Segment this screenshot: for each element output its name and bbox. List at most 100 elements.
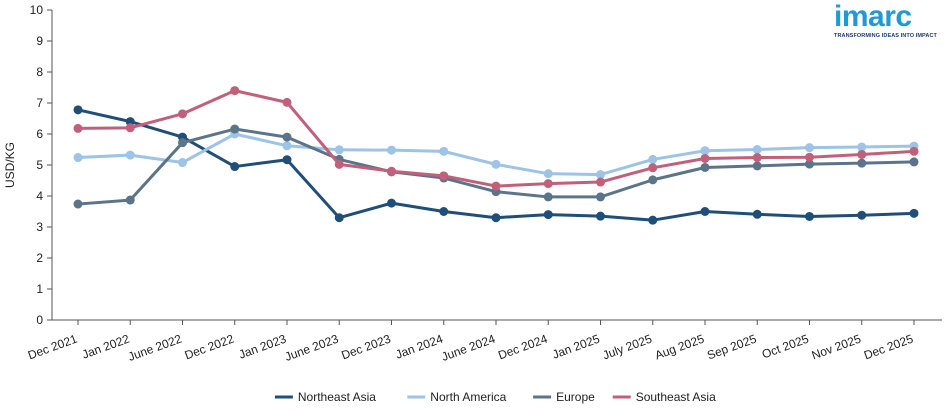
data-point	[700, 162, 710, 172]
data-point	[648, 175, 658, 185]
data-point	[596, 170, 605, 180]
data-point	[543, 192, 553, 202]
x-tick-label: June 2024	[440, 332, 498, 364]
data-point	[857, 142, 867, 152]
data-point	[230, 162, 240, 172]
legend-label: North America	[430, 390, 506, 404]
x-tick-label: Dec 2025	[862, 332, 915, 363]
legend-item: North America	[407, 390, 507, 404]
logo-tagline: TRANSFORMING IDEAS INTO IMPACT	[834, 33, 938, 39]
series-southeast-asia	[73, 86, 919, 191]
data-point	[230, 124, 240, 134]
data-point	[282, 97, 292, 107]
data-point	[596, 177, 605, 187]
y-tick-label: 7	[36, 96, 43, 110]
logo-wordmark: imarc	[834, 0, 912, 33]
x-tick-label: Jan 2022	[80, 332, 131, 362]
data-point	[73, 123, 83, 133]
legend-item: Europe	[533, 390, 595, 404]
series-north-america	[73, 129, 919, 180]
data-point	[700, 153, 710, 163]
data-point	[596, 211, 605, 221]
data-point	[334, 159, 344, 169]
data-point	[387, 198, 396, 208]
y-tick-label: 0	[36, 313, 43, 327]
x-tick-label: Sep 2025	[705, 332, 758, 363]
legend: Northeast Asia North America Europe Southea…	[274, 390, 716, 404]
data-point	[752, 153, 762, 163]
y-axis-title: USD/KG	[3, 142, 17, 188]
x-tick-label: Jan 2025	[550, 332, 601, 362]
data-point	[700, 207, 710, 216]
legend-label: Southeast Asia	[636, 390, 716, 404]
data-point	[700, 146, 710, 156]
imarc-logo: imarc TRANSFORMING IDEAS INTO IMPACT	[834, 0, 938, 40]
y-tick-label: 6	[36, 127, 43, 141]
data-point	[752, 145, 762, 154]
data-point	[125, 117, 135, 127]
data-point	[543, 179, 553, 189]
data-point	[178, 138, 187, 148]
data-point	[648, 154, 658, 164]
data-point	[178, 109, 187, 119]
data-point	[125, 150, 135, 160]
data-point	[334, 145, 344, 155]
y-tick-label: 4	[36, 189, 43, 203]
data-point	[334, 213, 344, 223]
legend-label: Northeast Asia	[298, 390, 376, 404]
data-point	[125, 195, 135, 205]
x-tick-label: Dec 2023	[339, 332, 392, 363]
data-point	[491, 213, 501, 223]
data-point	[491, 181, 501, 191]
x-tick-label: Dec 2021	[26, 332, 79, 363]
x-tick-label: Jan 2023	[237, 332, 288, 362]
data-point	[648, 215, 658, 225]
data-point	[439, 207, 449, 216]
x-tick-label: Jan 2024	[394, 332, 445, 362]
data-point	[73, 199, 83, 209]
data-point	[909, 157, 919, 167]
data-point	[73, 153, 83, 163]
y-tick-label: 9	[36, 34, 43, 48]
x-tick-label: July 2025	[601, 332, 654, 363]
data-point	[857, 158, 867, 168]
data-point	[752, 161, 762, 171]
data-point	[857, 210, 867, 220]
x-tick-label: Nov 2025	[810, 332, 863, 363]
series-europe	[73, 124, 919, 209]
data-point	[282, 141, 292, 151]
data-point	[439, 171, 449, 181]
x-tick-label: Oct 2025	[760, 332, 811, 362]
data-point	[648, 163, 658, 173]
x-tick-label: Dec 2022	[183, 332, 236, 363]
y-tick-label: 5	[36, 158, 43, 172]
data-point	[491, 159, 501, 169]
y-tick-label: 2	[36, 251, 43, 265]
data-point	[543, 210, 553, 220]
data-point	[387, 166, 396, 176]
data-point	[282, 155, 292, 165]
data-point	[178, 158, 187, 168]
y-tick-label: 1	[36, 282, 43, 296]
data-point	[805, 152, 814, 162]
x-tick-label: June 2022	[126, 332, 184, 364]
data-point	[387, 145, 396, 155]
data-point	[439, 146, 449, 156]
data-point	[125, 123, 135, 133]
y-tick-label: 3	[36, 220, 43, 234]
data-point	[543, 169, 553, 179]
data-point	[805, 211, 814, 221]
data-point	[230, 86, 240, 96]
data-point	[805, 143, 814, 153]
data-point	[857, 149, 867, 159]
series-layer	[73, 86, 919, 225]
legend-item: Southeast Asia	[612, 390, 716, 404]
legend-label: Europe	[556, 390, 595, 404]
data-point	[752, 209, 762, 219]
x-tick-label: Dec 2024	[496, 332, 549, 363]
y-tick-label: 8	[36, 65, 43, 79]
x-tick-label: Aug 2025	[653, 332, 706, 363]
data-point	[805, 159, 814, 169]
data-point	[909, 208, 919, 218]
